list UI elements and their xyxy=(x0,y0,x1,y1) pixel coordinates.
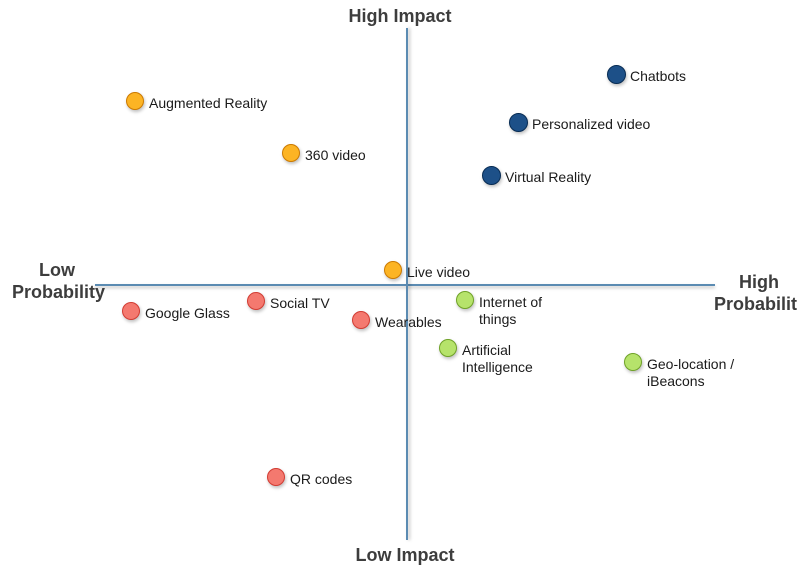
point-label-360-video: 360 video xyxy=(305,147,366,164)
point-label-live-video: Live video xyxy=(407,264,470,281)
point-label-personalized-video: Personalized video xyxy=(532,116,650,133)
point-wearables xyxy=(352,311,370,329)
point-qr-codes xyxy=(267,468,285,486)
point-360-video xyxy=(282,144,300,162)
y-axis xyxy=(406,28,408,540)
point-label-artificial-intelligence: Artificial Intelligence xyxy=(462,342,533,376)
point-augmented-reality xyxy=(126,92,144,110)
axis-label-right: High Probability xyxy=(714,272,797,315)
quadrant-chart: High Impact Low Impact Low Probability H… xyxy=(0,0,797,584)
point-label-virtual-reality: Virtual Reality xyxy=(505,169,591,186)
point-artificial-intelligence xyxy=(439,339,457,357)
point-label-internet-of-things: Internet of things xyxy=(479,294,542,328)
point-virtual-reality xyxy=(482,166,501,185)
x-axis xyxy=(95,284,715,286)
point-label-augmented-reality: Augmented Reality xyxy=(149,95,267,112)
point-label-qr-codes: QR codes xyxy=(290,471,352,488)
point-label-wearables: Wearables xyxy=(375,314,442,331)
point-label-geo-location: Geo-location / iBeacons xyxy=(647,356,734,390)
point-google-glass xyxy=(122,302,140,320)
axis-label-top: High Impact xyxy=(340,6,460,28)
axis-label-left: Low Probability xyxy=(12,260,102,303)
point-label-google-glass: Google Glass xyxy=(145,305,230,322)
point-personalized-video xyxy=(509,113,528,132)
point-label-social-tv: Social TV xyxy=(270,295,330,312)
point-geo-location xyxy=(624,353,642,371)
point-label-chatbots: Chatbots xyxy=(630,68,686,85)
point-live-video xyxy=(384,261,402,279)
axis-label-bottom: Low Impact xyxy=(345,545,465,567)
point-chatbots xyxy=(607,65,626,84)
point-internet-of-things xyxy=(456,291,474,309)
point-social-tv xyxy=(247,292,265,310)
